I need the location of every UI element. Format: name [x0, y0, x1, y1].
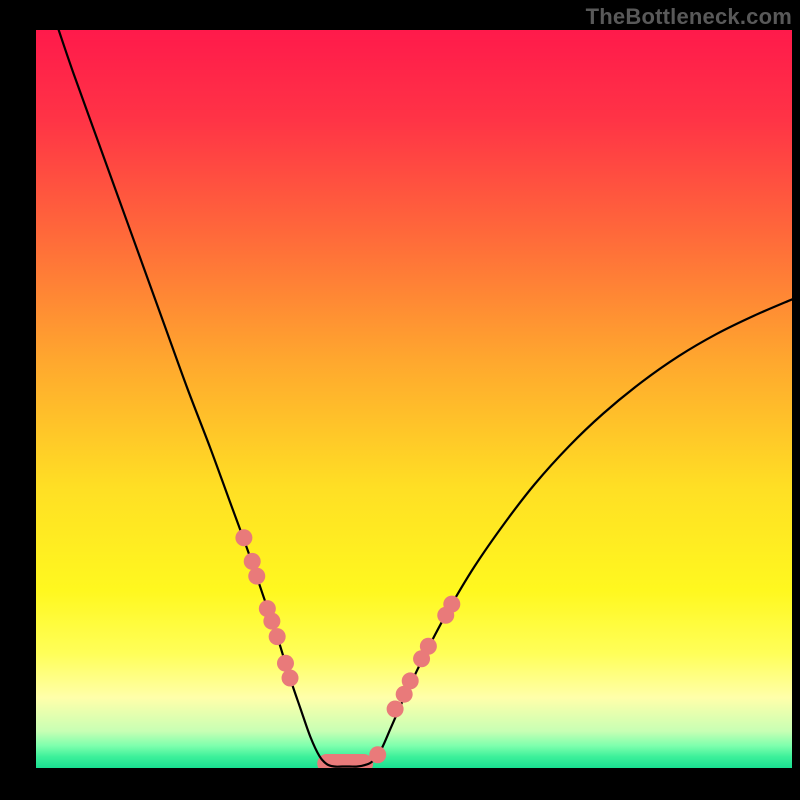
marker-left-branch	[235, 529, 252, 546]
marker-right-branch	[402, 672, 419, 689]
marker-left-branch	[263, 613, 280, 630]
marker-left-branch	[244, 553, 261, 570]
plot-area	[36, 30, 792, 768]
marker-valley-bridge	[369, 746, 386, 763]
marker-left-branch	[269, 628, 286, 645]
marker-left-branch	[248, 568, 265, 585]
marker-right-branch	[387, 700, 404, 717]
marker-right-branch	[443, 596, 460, 613]
marker-left-branch	[282, 669, 299, 686]
marker-left-branch	[277, 655, 294, 672]
chart-frame: TheBottleneck.com	[0, 0, 800, 800]
marker-right-branch	[420, 638, 437, 655]
watermark-text: TheBottleneck.com	[586, 0, 800, 30]
bottleneck-curve-chart	[36, 30, 792, 768]
